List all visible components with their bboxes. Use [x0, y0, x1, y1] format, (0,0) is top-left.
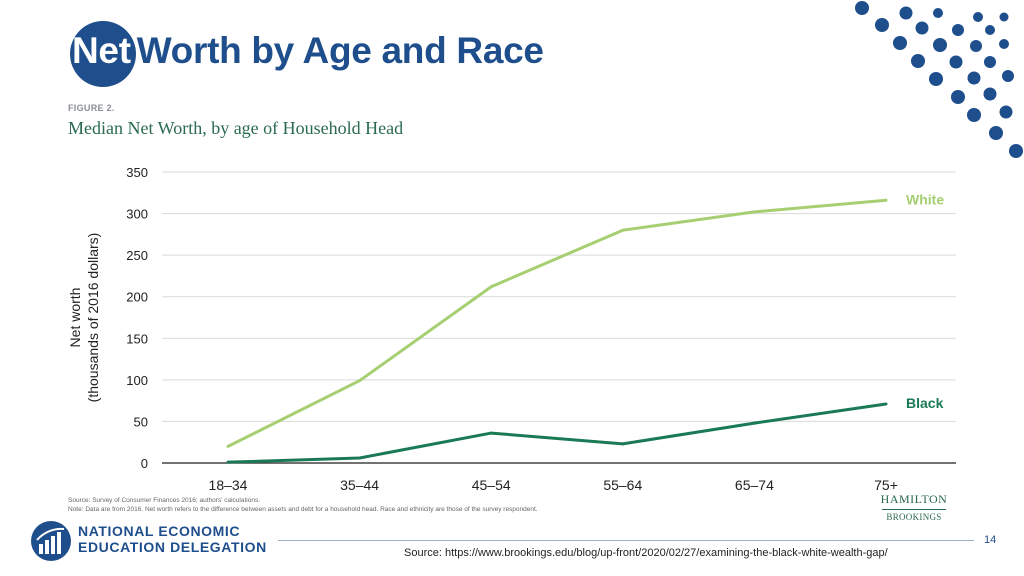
x-tick-label: 55–64 — [603, 477, 642, 493]
y-tick-label: 250 — [126, 248, 148, 263]
data-point-black — [621, 442, 625, 446]
figure-label: FIGURE 2. — [68, 103, 115, 113]
x-tick-label: 45–54 — [472, 477, 511, 493]
y-tick-label: 300 — [126, 207, 148, 222]
org-name-line1: NATIONAL ECONOMIC — [78, 523, 241, 539]
x-tick-label: 18–34 — [209, 477, 248, 493]
data-point-white — [621, 228, 625, 232]
data-point-white — [226, 444, 230, 448]
data-point-white — [752, 210, 756, 214]
y-axis-label-units: (thousands of 2016 dollars) — [85, 233, 101, 403]
data-point-black — [884, 402, 888, 406]
page-number: 14 — [984, 534, 997, 546]
note-data: Note: Data are from 2016. Net worth refe… — [68, 505, 538, 513]
source-citation: Source: https://www.brookings.edu/blog/u… — [404, 547, 888, 559]
hamilton-brookings-logo: HAMILTON BROOKINGS — [878, 492, 950, 522]
title-circle-decoration — [70, 21, 136, 87]
series-line-white — [227, 198, 887, 448]
data-point-black — [489, 431, 493, 435]
brookings-wordmark: BROOKINGS — [886, 512, 942, 522]
figure-notes: Source: Survey of Consumer Finances 2016… — [68, 497, 538, 514]
slide-title-text: Net Worth by Age and Race — [68, 30, 544, 72]
data-point-black — [226, 460, 230, 464]
y-tick-label: 0 — [141, 456, 148, 471]
need-logo-icon — [31, 521, 71, 561]
line-chart: 0 50 100 150 200 250 300 350 18–34 35–44 45–54 55–6… — [67, 165, 956, 493]
data-point-white — [489, 285, 493, 289]
x-tick-label: 35–44 — [340, 477, 379, 493]
x-tick-label: 65–74 — [735, 477, 774, 493]
org-name: NATIONAL ECONOMIC EDUCATION DELEGATION — [78, 523, 267, 555]
y-tick-label: 50 — [134, 414, 148, 429]
hamilton-wordmark: HAMILTON — [880, 492, 948, 506]
title-first-word: Net — [72, 30, 131, 71]
x-tick-label: 75+ — [874, 477, 898, 493]
logo-divider — [882, 509, 946, 510]
series-label-white: White — [906, 191, 944, 207]
y-tick-label: 200 — [126, 290, 148, 305]
data-point-black — [358, 456, 362, 460]
y-tick-label: 150 — [126, 331, 148, 346]
footer-divider — [278, 540, 974, 541]
y-tick-label: 100 — [126, 373, 148, 388]
org-name-line2: EDUCATION DELEGATION — [78, 539, 267, 555]
data-point-black — [752, 421, 756, 425]
series-label-black: Black — [906, 395, 944, 411]
data-point-white — [884, 198, 888, 202]
y-tick-label: 350 — [126, 165, 148, 180]
data-point-white — [358, 379, 362, 383]
dot-pattern-decoration — [855, 1, 1023, 158]
title-rest: Worth by Age and Race — [126, 30, 544, 71]
note-source: Source: Survey of Consumer Finances 2016… — [68, 497, 261, 504]
figure-subtitle: Median Net Worth, by age of Household He… — [68, 118, 404, 138]
y-axis-label: Net worth — [67, 288, 83, 348]
series-line-black — [227, 402, 887, 464]
